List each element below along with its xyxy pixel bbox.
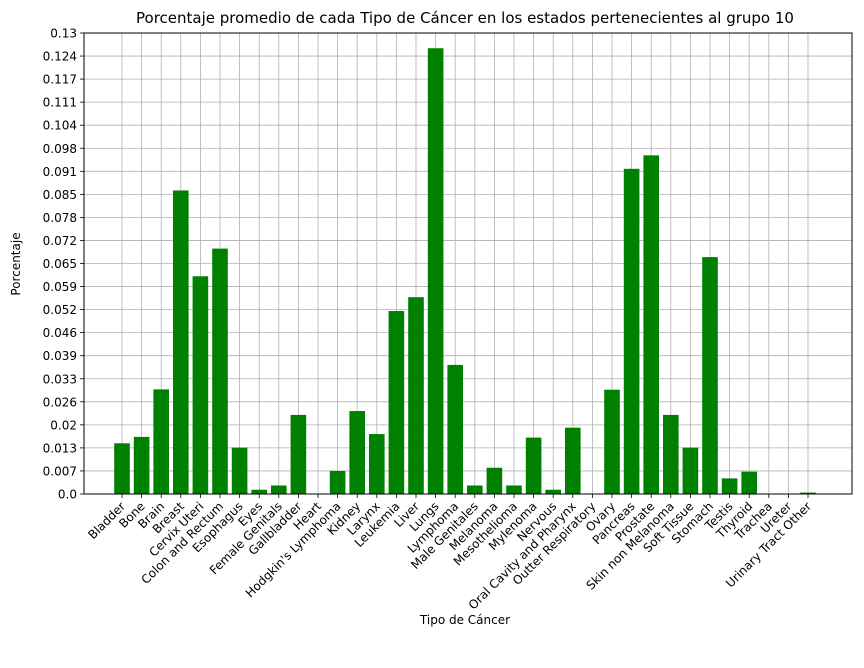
y-tick-label: 0.078 [43,211,77,225]
bar [388,311,405,494]
y-axis-label: Porcentaje [9,232,23,295]
bar [525,437,542,494]
y-tick-label: 0.065 [43,257,77,271]
bar [427,48,444,494]
y-tick-label: 0.059 [43,280,77,294]
bar [565,427,581,494]
bar [408,297,424,494]
bar-layer [114,48,816,495]
bar [663,414,679,494]
y-tick-label: 0.033 [43,372,77,386]
bar [467,485,483,494]
bar [721,478,738,494]
y-tick-label: 0.111 [43,96,77,110]
y-tick-label: 0.007 [43,464,77,478]
bar [643,155,659,495]
y-tick-label: 0.098 [43,142,77,156]
x-axis-label: Tipo de Cáncer [419,613,510,627]
bar [192,276,209,494]
bar [114,443,130,494]
chart-title: Porcentaje promedio de cada Tipo de Cánc… [136,9,794,27]
y-tick-label: 0.104 [43,119,77,133]
bar [290,414,307,494]
y-tick-layer: 0.0 0.007 0.013 0.02 0.026 0.033 0.039 0.046 0.0… [43,27,84,502]
bar [623,168,640,494]
bar [682,447,699,494]
bar [271,485,287,494]
y-tick-label: 0.0 [58,488,77,502]
bar [231,447,248,494]
bar [133,436,150,494]
bar [173,190,189,495]
bar [741,471,757,494]
y-tick-label: 0.072 [43,234,77,248]
y-tick-label: 0.124 [43,50,77,64]
y-tick-label: 0.046 [43,326,77,340]
bar [486,467,503,494]
y-tick-label: 0.026 [43,395,77,409]
y-tick-label: 0.013 [43,441,77,455]
bar [604,389,620,494]
y-tick-label: 0.052 [43,303,77,317]
bar [447,364,463,494]
bar [702,257,718,494]
bar [800,492,816,494]
bar [153,389,169,494]
bar [251,489,267,494]
y-tick-label: 0.085 [43,188,77,202]
y-tick-label: 0.117 [43,73,77,87]
bar [349,411,365,494]
y-tick-label: 0.02 [50,418,77,432]
bar [545,489,561,494]
bar [212,248,228,494]
bar [506,485,522,494]
y-tick-label: 0.039 [43,349,77,363]
bar [329,470,346,494]
y-tick-label: 0.13 [50,27,77,41]
bar [369,434,385,494]
y-tick-label: 0.091 [43,165,77,179]
